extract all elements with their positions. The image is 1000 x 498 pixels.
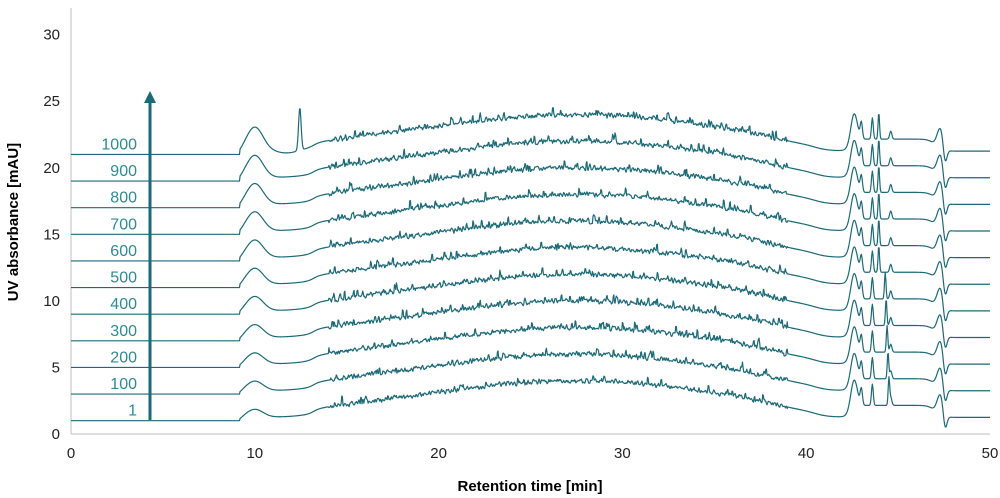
x-tick-label: 30 — [614, 445, 631, 462]
series-label: 1000 — [101, 136, 137, 153]
series-label: 900 — [110, 163, 137, 180]
trace-900 — [71, 132, 990, 188]
axes — [70, 8, 990, 435]
trace-700 — [71, 187, 990, 242]
y-tick-label: 20 — [43, 160, 60, 177]
y-tick-labels: 0 5 10 15 20 25 30 — [43, 27, 60, 443]
trace-200 — [71, 320, 990, 375]
trace-1000 — [71, 107, 990, 162]
x-tick-label: 0 — [67, 445, 75, 462]
series-label: 300 — [110, 323, 137, 340]
trace-600 — [71, 214, 990, 268]
x-tick-label: 10 — [246, 445, 263, 462]
x-axis-title: Retention time [min] — [458, 478, 603, 495]
series-labels: 1 100 200 300 400 500 600 700 800 900 1000 — [101, 136, 137, 419]
series-label: 200 — [110, 349, 137, 366]
x-tick-label: 20 — [430, 445, 447, 462]
x-tick-labels: 0 10 20 30 40 50 — [67, 445, 999, 462]
x-tick-label: 50 — [982, 445, 999, 462]
trace-1 — [71, 375, 990, 428]
series-label: 600 — [110, 243, 137, 260]
trace-800 — [71, 160, 990, 215]
series-label: 400 — [110, 296, 137, 313]
y-axis-title: UV absorbance [mAU] — [5, 143, 22, 301]
y-tick-label: 30 — [43, 27, 60, 44]
chromatogram-traces — [71, 107, 990, 428]
y-tick-label: 5 — [52, 359, 60, 376]
y-tick-label: 15 — [43, 226, 60, 243]
series-label: 100 — [110, 376, 137, 393]
increasing-arrow — [144, 91, 156, 420]
series-label: 800 — [110, 190, 137, 207]
y-tick-label: 25 — [43, 93, 60, 110]
trace-100 — [71, 347, 990, 401]
series-label: 700 — [110, 216, 137, 233]
arrow-head — [144, 91, 156, 103]
trace-400 — [71, 267, 990, 322]
trace-300 — [71, 294, 990, 348]
series-label: 1 — [128, 403, 137, 420]
y-tick-label: 0 — [52, 426, 60, 443]
series-label: 500 — [110, 270, 137, 287]
y-tick-label: 10 — [43, 293, 60, 310]
trace-500 — [71, 241, 990, 295]
x-tick-label: 40 — [798, 445, 815, 462]
